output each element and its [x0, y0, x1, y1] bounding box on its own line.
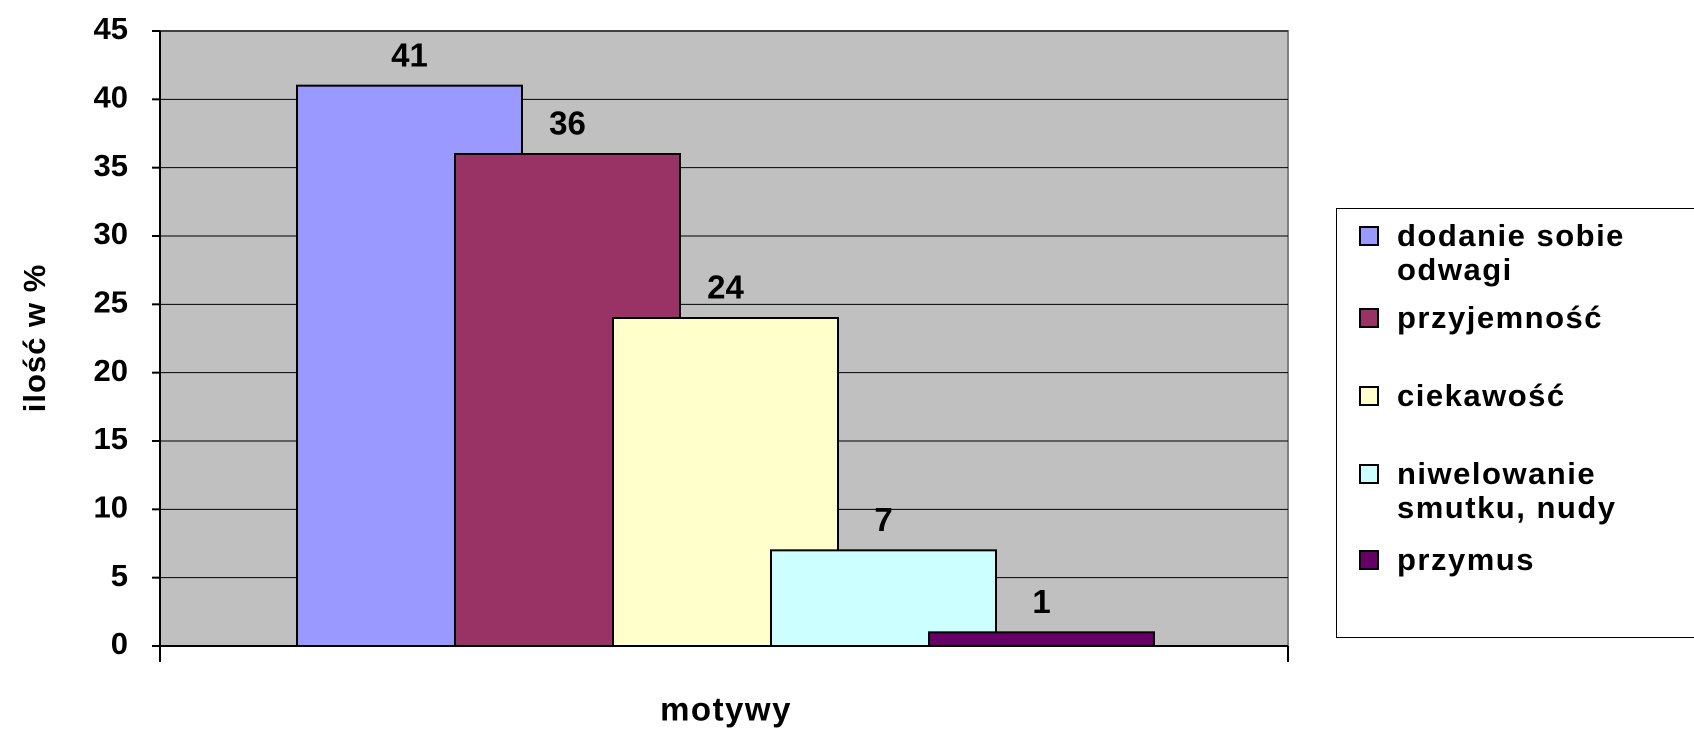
legend-label: przyjemność [1397, 300, 1604, 335]
y-tick-label: 20 [94, 353, 128, 388]
legend-item: przyjemność [1359, 301, 1659, 335]
y-tick-label: 10 [94, 490, 128, 525]
legend-item: ciekawość [1359, 379, 1659, 413]
x-axis-title: motywy [660, 691, 792, 728]
legend-swatch [1359, 226, 1379, 246]
y-tick-label: 45 [94, 11, 128, 46]
value-label: 41 [391, 36, 428, 73]
y-tick-label: 5 [111, 558, 128, 593]
value-label: 36 [549, 105, 586, 142]
y-tick-label: 0 [111, 626, 128, 661]
legend-swatch [1359, 550, 1379, 570]
y-tick-label: 40 [94, 80, 128, 115]
legend-label: dodanie sobie odwagi [1397, 218, 1625, 287]
legend: dodanie sobie odwagi przyjemność ciekawość… [1336, 208, 1694, 638]
legend-label: ciekawość [1397, 378, 1566, 413]
legend-swatch [1359, 308, 1379, 328]
legend-swatch [1359, 464, 1379, 484]
legend-label: niwelowanie smutku, nudy [1397, 456, 1617, 525]
value-label: 1 [1032, 583, 1050, 620]
legend-swatch [1359, 386, 1379, 406]
y-tick-label: 15 [94, 421, 128, 456]
legend-label: przymus [1397, 542, 1535, 577]
value-label: 7 [874, 501, 892, 538]
y-tick-label: 25 [94, 285, 128, 320]
bar [770, 549, 997, 647]
value-label: 24 [707, 269, 744, 306]
bar [928, 631, 1155, 647]
legend-item: dodanie sobie odwagi [1359, 219, 1659, 287]
y-tick-label: 30 [94, 216, 128, 251]
y-axis-title: ilość w % [17, 264, 52, 413]
y-tick-label: 35 [94, 148, 128, 183]
legend-item: przymus [1359, 543, 1659, 577]
legend-item: niwelowanie smutku, nudy [1359, 457, 1659, 525]
